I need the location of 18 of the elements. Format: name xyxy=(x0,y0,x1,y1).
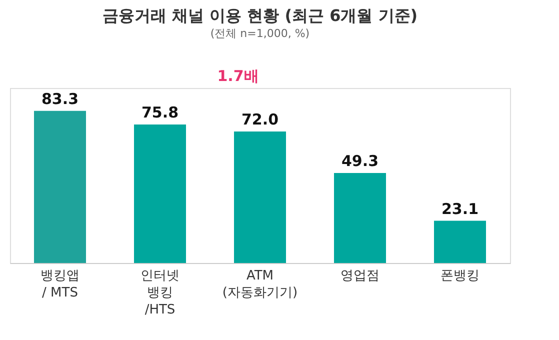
chart-title: 금융거래 채널 이용 현황 (최근 6개월 기준) xyxy=(102,6,418,25)
data-label: 72.0 xyxy=(241,110,279,128)
x-tick-label: 뱅킹앱 / MTS xyxy=(40,268,80,300)
chart-subtitle: (전체 n=1,000, %) xyxy=(210,27,310,40)
bar xyxy=(234,131,286,263)
bar xyxy=(334,172,386,263)
data-label: 83.3 xyxy=(41,90,79,108)
data-label: 75.8 xyxy=(141,104,179,122)
x-tick-label: 폰뱅킹 xyxy=(440,268,480,284)
bar xyxy=(134,124,186,263)
bar xyxy=(34,110,86,263)
data-label: 49.3 xyxy=(341,152,379,170)
data-label: 23.1 xyxy=(441,200,479,218)
x-tick-label: 인터넷 뱅킹 /HTS xyxy=(140,268,180,318)
x-tick-label: ATM (자동화기기) xyxy=(222,268,298,300)
bar xyxy=(434,220,486,263)
x-tick-label: 영업점 xyxy=(340,268,380,284)
text: 1.7배 xyxy=(217,67,259,85)
